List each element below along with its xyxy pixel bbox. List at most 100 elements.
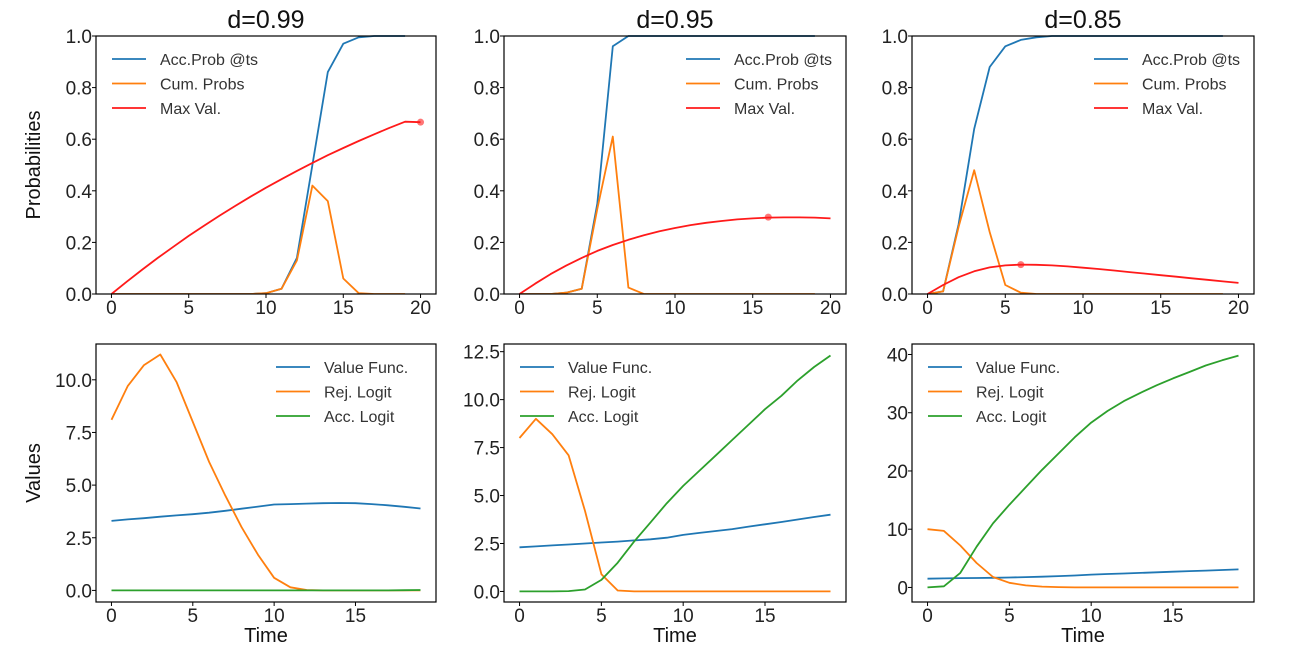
y-tick-label: 20 (887, 462, 908, 483)
max-value-marker (1017, 261, 1025, 269)
y-tick-label: 0.4 (474, 182, 501, 203)
x-tick-label: 0 (106, 606, 117, 627)
legend-label: Value Func. (568, 360, 652, 377)
x-tick-label: 5 (1000, 298, 1011, 319)
max-value-marker (764, 213, 772, 221)
x-tick-label: 10 (1072, 298, 1093, 319)
series-line-rej-logit (518, 417, 831, 593)
legend-label: Rej. Logit (976, 385, 1044, 402)
legend: Acc.Prob @ts Cum. Probs Max Val. (112, 52, 258, 118)
x-tick-label: 15 (742, 298, 763, 319)
y-axis-label: Values (23, 443, 45, 503)
series-line-value-func (111, 502, 421, 522)
x-axis-label: Time (653, 625, 697, 647)
plot-area (95, 35, 437, 295)
series-line-acc-prob-ts (111, 35, 406, 294)
y-tick-label: 0.6 (474, 130, 500, 151)
x-tick-label: 15 (1162, 606, 1183, 627)
x-tick-label: 10 (673, 606, 694, 627)
y-tick-label: 10 (887, 520, 908, 541)
y-tick-label: 1.0 (66, 27, 92, 48)
x-tick-label: 0 (106, 298, 117, 319)
p-bot-0: Values Time 0 5 10 15 0.0 2.5 5.0 7.5 10.0 Value Fu… (23, 343, 437, 647)
legend-label: Acc. Logit (324, 409, 395, 426)
series-line-max-val (110, 120, 421, 294)
legend: Value Func. Rej. Logit Acc. Logit (276, 360, 408, 426)
x-tick-label: 20 (820, 298, 841, 319)
legend-label: Acc. Logit (568, 409, 639, 426)
x-tick-label: 5 (188, 606, 199, 627)
legend: Value Func. Rej. Logit Acc. Logit (520, 360, 652, 426)
y-tick-label: 7.5 (474, 439, 500, 460)
y-tick-label: 0.2 (66, 233, 92, 254)
x-tick-label: 10 (264, 606, 285, 627)
series-line-cum-probs (927, 169, 1223, 294)
legend-label: Value Func. (976, 360, 1060, 377)
plot-area (911, 343, 1255, 603)
x-tick-label: 10 (1081, 606, 1102, 627)
y-tick-label: 7.5 (66, 423, 92, 444)
x-tick-label: 10 (255, 298, 276, 319)
series-line-max-val (519, 216, 831, 294)
legend-label: Cum. Probs (734, 77, 818, 94)
legend-label: Max Val. (734, 101, 795, 118)
legend: Value Func. Rej. Logit Acc. Logit (928, 360, 1060, 426)
x-axis-label: Time (244, 625, 288, 647)
x-tick-label: 10 (664, 298, 685, 319)
y-tick-label: 0.0 (474, 285, 500, 306)
legend: Acc.Prob @ts Cum. Probs Max Val. (686, 52, 832, 118)
series-line-rej-logit (927, 528, 1239, 589)
series-line-acc-logit (519, 354, 832, 593)
x-tick-label: 5 (592, 298, 603, 319)
x-tick-label: 15 (333, 298, 354, 319)
legend-label: Acc.Prob @ts (160, 52, 258, 69)
legend-label: Cum. Probs (160, 77, 244, 94)
legend-label: Max Val. (160, 101, 221, 118)
y-tick-label: 0.0 (66, 285, 92, 306)
x-tick-label: 15 (1150, 298, 1171, 319)
x-tick-label: 5 (596, 606, 607, 627)
x-tick-label: 5 (183, 298, 194, 319)
y-tick-label: 1.0 (882, 27, 908, 48)
y-tick-label: 5.0 (474, 487, 500, 508)
x-axis-label: Time (1061, 625, 1105, 647)
y-tick-label: 0.0 (474, 582, 500, 603)
y-tick-label: 40 (887, 345, 908, 366)
legend-label: Acc. Logit (976, 409, 1047, 426)
series-line-value-func (519, 513, 831, 549)
series-line-cum-probs (111, 184, 406, 294)
plot-area (503, 343, 847, 603)
legend-label: Rej. Logit (568, 385, 636, 402)
series-line-value-func (927, 568, 1239, 580)
x-tick-label: 0 (514, 606, 525, 627)
x-tick-label: 15 (754, 606, 775, 627)
x-tick-label: 0 (514, 298, 525, 319)
chart-title: d=0.95 (636, 6, 713, 34)
y-tick-label: 10.0 (463, 391, 500, 412)
x-tick-label: 20 (410, 298, 431, 319)
series-line-acc-logit (927, 354, 1239, 589)
series-line-acc-prob-ts (927, 35, 1223, 294)
p-top-2: d=0.85 0 5 10 15 20 0.0 0.2 0.4 0.6 0.8 1.0 Acc.Prob… (882, 6, 1255, 319)
legend-label: Acc.Prob @ts (734, 52, 832, 69)
y-tick-label: 0.2 (882, 233, 908, 254)
y-tick-label: 2.5 (474, 534, 500, 555)
y-tick-label: 0.0 (882, 285, 908, 306)
p-bot-2: Time 0 5 10 15 0 10 20 30 40 Value Func. Rej. Logit… (887, 343, 1255, 647)
y-tick-label: 2.5 (66, 529, 92, 550)
y-tick-label: 0.6 (66, 130, 92, 151)
x-tick-label: 0 (922, 298, 933, 319)
x-tick-label: 5 (1004, 606, 1015, 627)
x-tick-label: 0 (922, 606, 933, 627)
y-tick-label: 0.2 (474, 233, 500, 254)
plot-area (95, 343, 437, 603)
y-tick-label: 30 (887, 404, 908, 425)
y-tick-label: 5.0 (66, 476, 92, 497)
y-tick-label: 0.0 (66, 581, 92, 602)
y-tick-label: 0.6 (882, 130, 908, 151)
max-value-marker (417, 118, 425, 126)
series-line-acc-prob-ts (519, 35, 815, 294)
plot-area (911, 35, 1255, 295)
y-tick-label: 12.5 (463, 343, 500, 364)
